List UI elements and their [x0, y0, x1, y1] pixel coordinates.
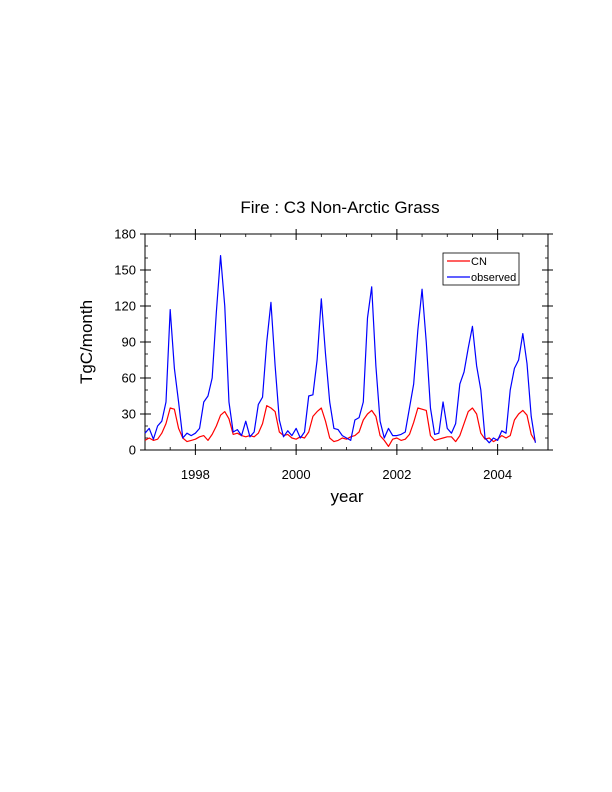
y-tick-label: 150 — [114, 263, 136, 278]
x-tick-label: 2004 — [483, 467, 512, 482]
x-tick-label: 2000 — [282, 467, 311, 482]
x-tick-labels: 1998 2000 2002 2004 — [181, 467, 512, 482]
y-tick-label: 120 — [114, 299, 136, 314]
series-line-observed — [144, 255, 537, 444]
minor-ticks — [145, 234, 548, 450]
x-axis-label: year — [330, 487, 363, 506]
legend-label-cn: CN — [471, 256, 487, 268]
x-tick-label: 2002 — [382, 467, 411, 482]
series-line-cn — [144, 405, 536, 447]
chart-title: Fire : C3 Non-Arctic Grass — [240, 198, 439, 217]
y-tick-label: 90 — [122, 335, 136, 350]
y-tick-label: 0 — [129, 443, 136, 458]
legend-box — [442, 252, 520, 286]
y-tick-labels: 0 30 60 90 120 150 180 — [114, 227, 136, 458]
y-tick-label: 60 — [122, 371, 136, 386]
major-ticks — [140, 229, 553, 455]
series-lines — [144, 255, 537, 447]
x-tick-label: 1998 — [181, 467, 210, 482]
plot-area — [140, 229, 553, 455]
y-tick-label: 180 — [114, 227, 136, 242]
y-tick-label: 30 — [122, 407, 136, 422]
y-axis-label: TgC/month — [77, 300, 96, 384]
legend-label-observed: observed — [471, 272, 516, 284]
legend: CN observed — [442, 252, 520, 286]
